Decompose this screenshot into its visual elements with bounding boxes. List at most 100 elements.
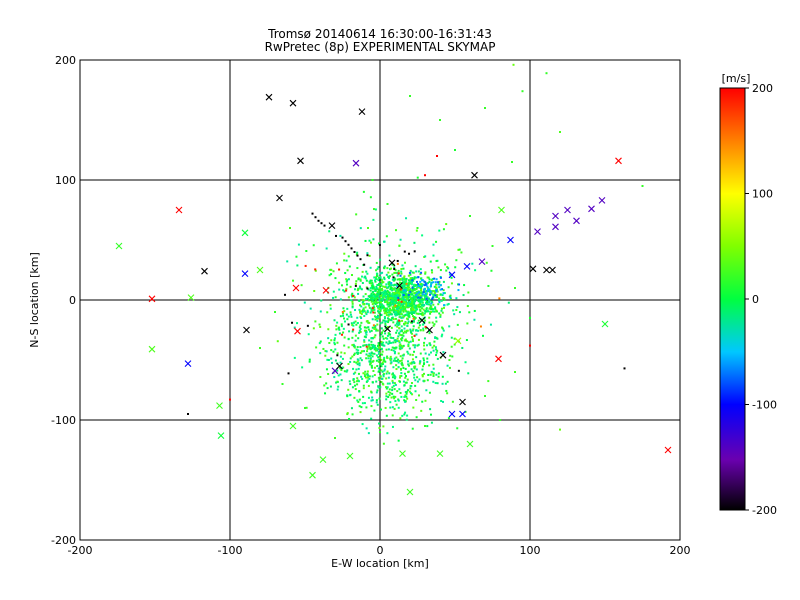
cloud-dot xyxy=(443,304,446,307)
cloud-dot xyxy=(432,367,435,370)
cloud-dot xyxy=(374,276,377,279)
cloud-dot xyxy=(333,343,336,346)
cloud-dot xyxy=(343,370,346,373)
cloud-dot xyxy=(419,296,422,299)
cloud-dot xyxy=(417,283,420,286)
cloud-dot xyxy=(430,282,433,285)
cloud-dot xyxy=(312,327,315,330)
cloud-dot xyxy=(393,308,396,311)
cloud-dot xyxy=(406,314,409,317)
cloud-dot xyxy=(334,348,337,351)
cloud-dot xyxy=(391,317,394,320)
cloud-dot xyxy=(384,365,387,368)
cloud-dot xyxy=(360,350,363,353)
cloud-dot xyxy=(406,350,409,353)
cloud-dot xyxy=(428,332,431,335)
cloud-dot xyxy=(319,325,322,328)
cloud-dot xyxy=(385,273,388,276)
cloud-dot xyxy=(386,267,389,270)
cloud-dot xyxy=(313,289,316,292)
cloud-dot xyxy=(375,401,378,404)
cloud-dot xyxy=(428,353,431,356)
cloud-dot xyxy=(337,327,340,330)
cloud-dot xyxy=(376,272,379,275)
cloud-dot xyxy=(359,346,362,349)
cloud-dot xyxy=(350,274,353,277)
cloud-dot xyxy=(385,314,388,317)
cloud-dot xyxy=(399,367,402,370)
cloud-dot xyxy=(366,379,369,382)
cloud-dot xyxy=(421,323,424,326)
cloud-dot xyxy=(392,349,395,352)
cross-point xyxy=(498,206,505,214)
cloud-dot xyxy=(463,284,466,287)
cloud-dot xyxy=(373,297,376,300)
cloud-dot xyxy=(404,291,407,294)
cloud-dot xyxy=(404,394,407,397)
cloud-dot xyxy=(434,337,437,340)
cloud-dot xyxy=(370,309,373,312)
cloud-dot xyxy=(381,294,384,297)
cloud-dot xyxy=(379,352,382,355)
cloud-dot xyxy=(404,375,407,378)
cloud-dot xyxy=(431,296,434,299)
cloud-dot xyxy=(409,293,412,296)
cloud-dot xyxy=(400,339,403,342)
cloud-dot xyxy=(393,266,396,269)
cloud-dot xyxy=(334,359,337,362)
cloud-dot xyxy=(339,234,342,237)
cloud-dot xyxy=(416,286,419,289)
cloud-dot xyxy=(389,355,392,358)
dot-point xyxy=(484,395,486,397)
cloud-dot xyxy=(386,289,389,292)
cloud-dot xyxy=(357,372,360,375)
cloud-dot xyxy=(358,285,361,288)
cloud-dot xyxy=(382,285,385,288)
cloud-dot xyxy=(403,308,406,311)
cloud-dot xyxy=(371,295,374,298)
cloud-dot xyxy=(410,332,413,335)
y-axis-label: N-S location [km] xyxy=(28,252,41,348)
cloud-dot xyxy=(375,269,378,272)
cross-point xyxy=(549,266,556,274)
cloud-dot xyxy=(393,407,396,410)
cloud-dot xyxy=(366,287,369,290)
cloud-dot xyxy=(446,266,449,269)
cloud-dot xyxy=(453,313,456,316)
cloud-dot xyxy=(432,308,435,311)
cloud-dot xyxy=(434,281,437,284)
cloud-dot xyxy=(414,379,417,382)
cloud-dot xyxy=(400,325,403,328)
cloud-dot xyxy=(442,280,445,283)
cloud-dot xyxy=(407,352,410,355)
cloud-dot xyxy=(395,229,398,232)
cloud-dot xyxy=(371,399,374,402)
cloud-dot xyxy=(391,425,394,428)
cloud-dot xyxy=(435,354,438,357)
cloud-dot xyxy=(400,359,403,362)
cloud-dot xyxy=(439,288,442,291)
cloud-dot xyxy=(373,336,376,339)
cloud-dot xyxy=(400,288,403,291)
cloud-dot xyxy=(435,260,438,263)
cloud-dot xyxy=(381,362,384,365)
cloud-dot xyxy=(400,372,403,375)
dot-point xyxy=(409,95,411,97)
cloud-dot xyxy=(392,337,395,340)
cloud-dot xyxy=(387,285,390,288)
cloud-dot xyxy=(393,357,396,360)
cloud-dot xyxy=(377,370,380,373)
dot-point xyxy=(424,174,426,177)
cloud-dot xyxy=(430,306,433,309)
cloud-dot xyxy=(357,278,360,281)
cloud-dot xyxy=(399,333,402,336)
cloud-dot xyxy=(368,375,371,378)
cloud-dot xyxy=(399,391,402,394)
cloud-dot xyxy=(318,323,321,326)
cloud-dot xyxy=(423,284,426,287)
cloud-dot xyxy=(437,303,440,306)
cloud-dot xyxy=(319,310,322,313)
cloud-dot xyxy=(438,280,441,283)
cloud-dot xyxy=(380,314,383,317)
cloud-dot xyxy=(427,276,430,279)
